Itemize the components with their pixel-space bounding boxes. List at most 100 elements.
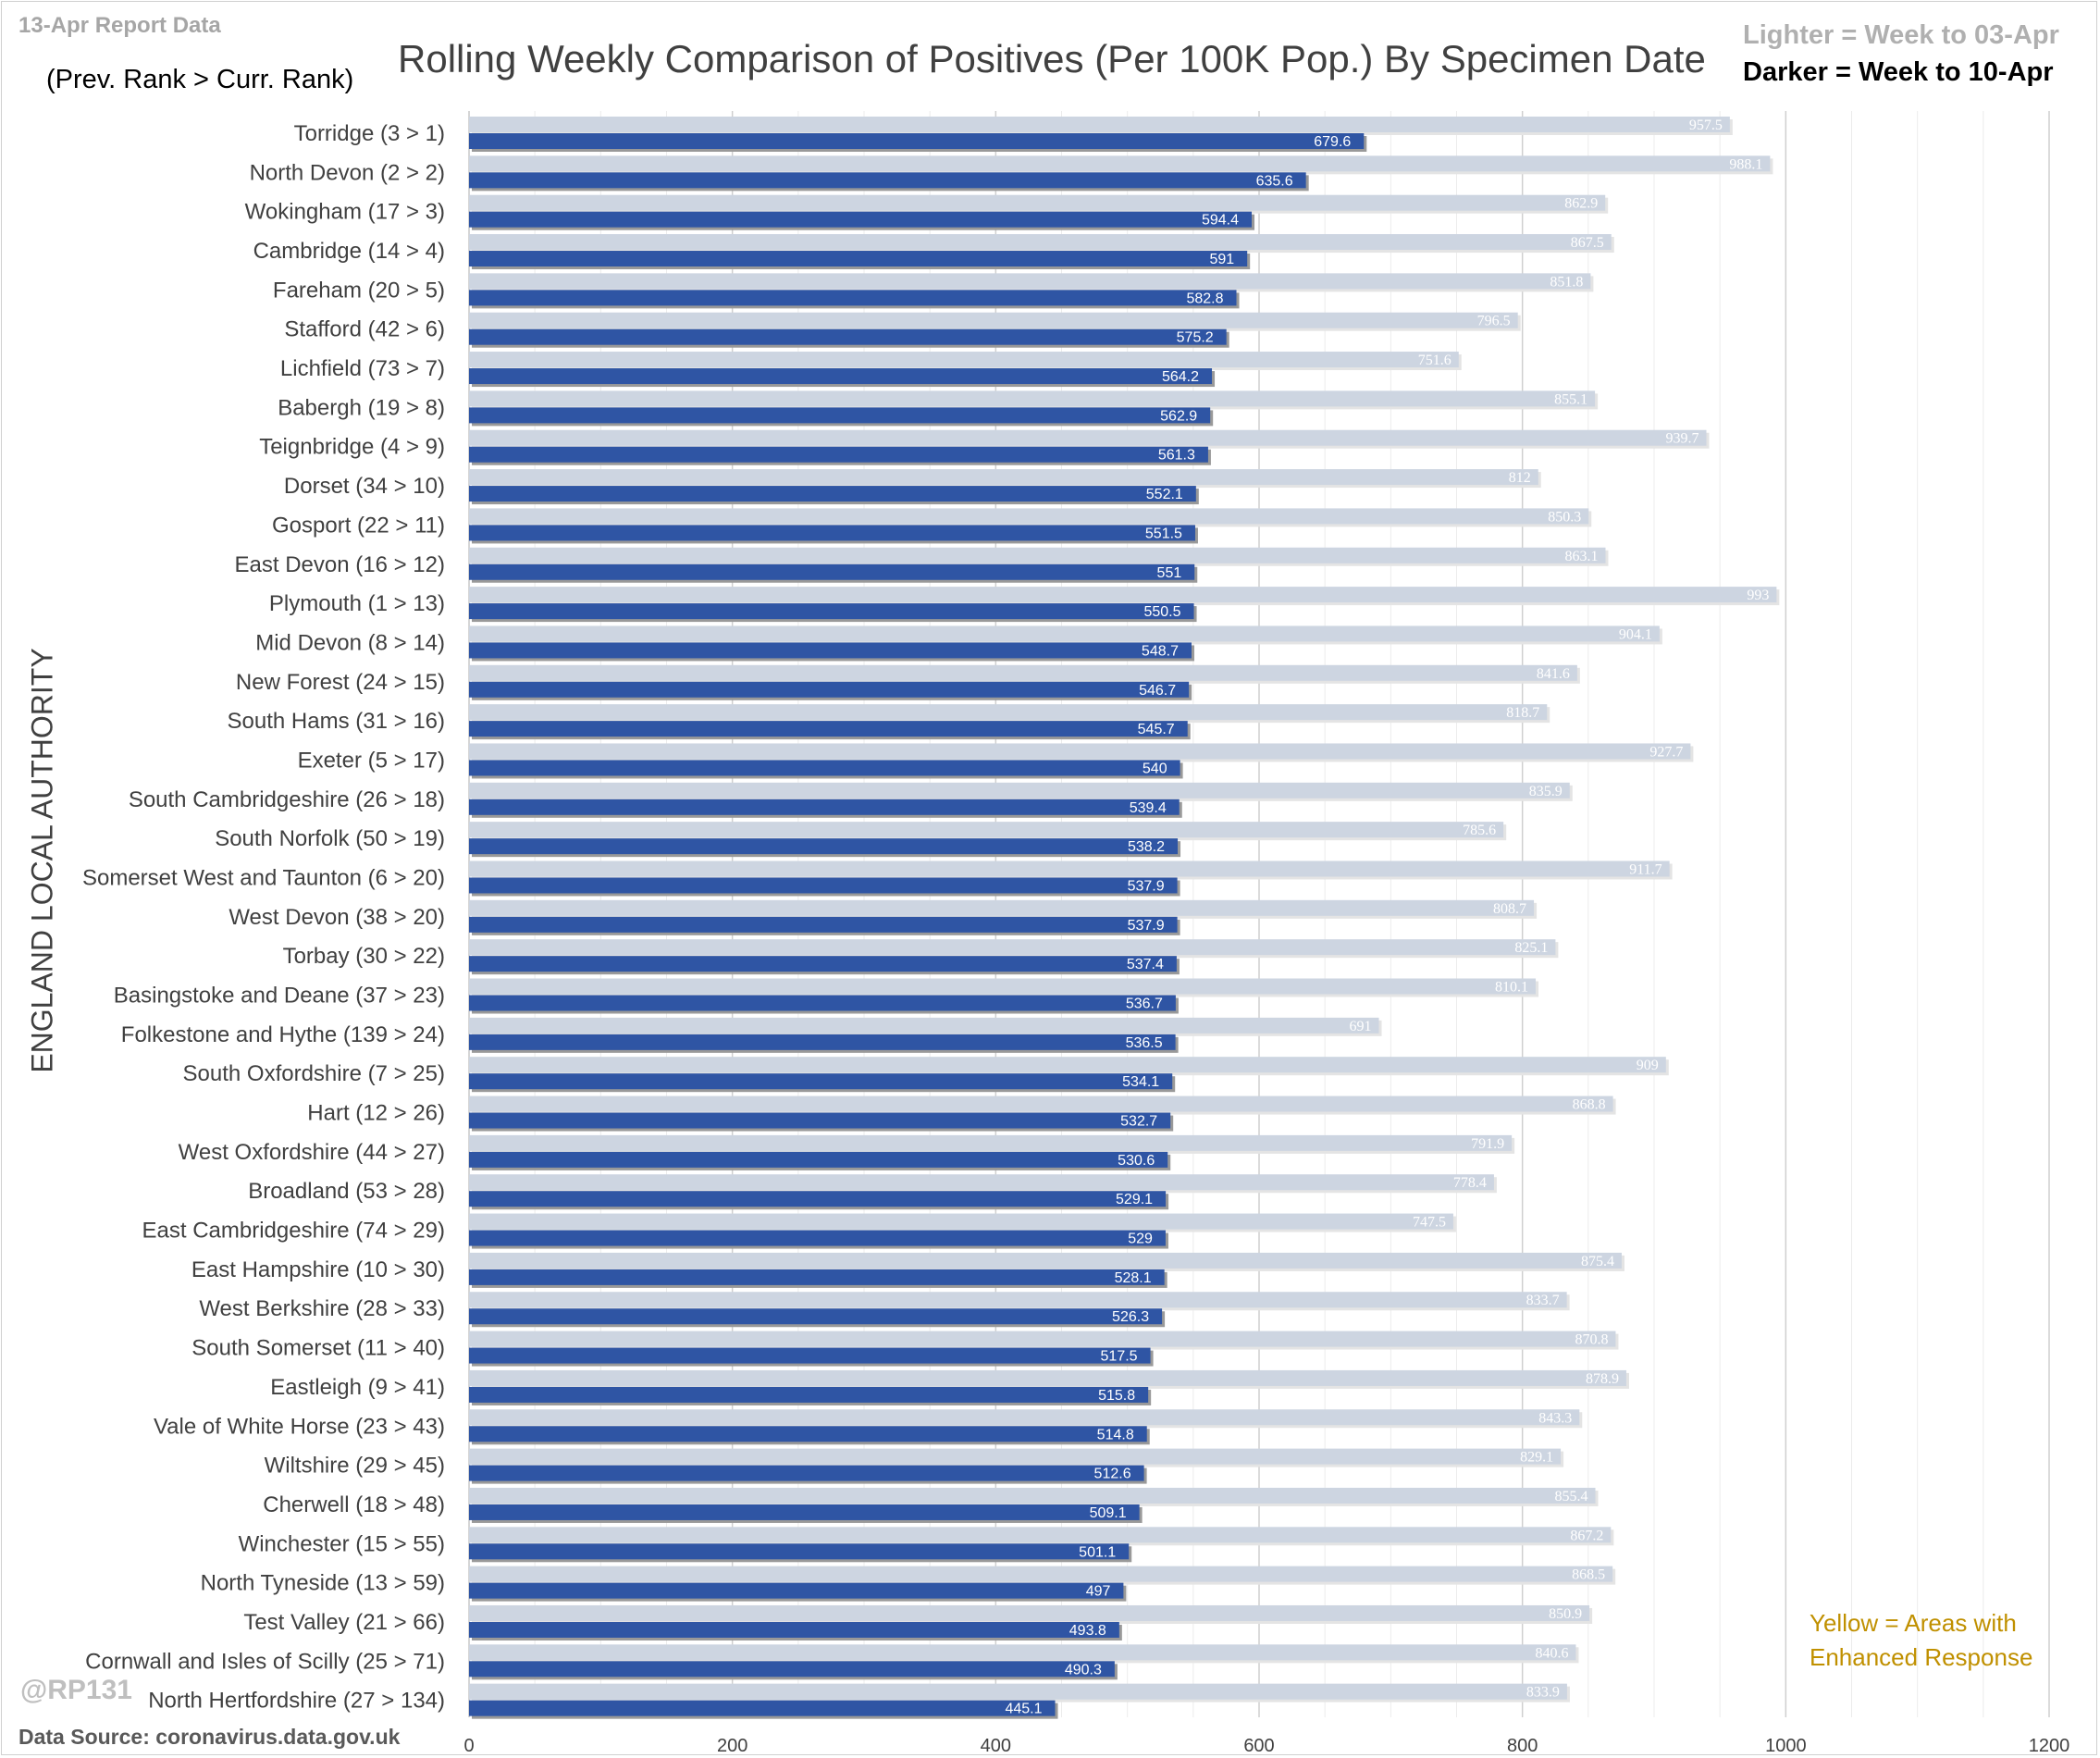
data-label-current-week: 551.5 xyxy=(1145,526,1182,541)
data-label-previous-week: 850.3 xyxy=(1548,509,1581,525)
x-tick-label: 1200 xyxy=(2029,1736,2070,1756)
bar-current-week xyxy=(469,1269,1165,1285)
data-label-previous-week: 751.6 xyxy=(1418,353,1451,368)
bar-previous-week xyxy=(469,429,1707,446)
bar-current-week xyxy=(469,642,1192,659)
data-label-current-week: 490.3 xyxy=(1065,1662,1102,1678)
bar-current-week xyxy=(469,563,1195,580)
bar-current-week xyxy=(469,1034,1176,1050)
data-label-previous-week: 939.7 xyxy=(1666,431,1699,447)
category-label: Wiltshire (29 > 45) xyxy=(265,1454,445,1479)
bar-previous-week xyxy=(469,704,1548,721)
bar-previous-week xyxy=(469,1527,1612,1543)
bar-current-week xyxy=(469,1621,1119,1638)
bar-previous-week xyxy=(469,390,1596,407)
data-label-current-week: 536.5 xyxy=(1126,1035,1163,1051)
data-label-previous-week: 850.9 xyxy=(1549,1606,1582,1622)
category-label: Plymouth (1 > 13) xyxy=(269,591,445,616)
bar-current-week xyxy=(469,1543,1130,1560)
category-label: Babergh (19 > 8) xyxy=(278,395,445,420)
data-label-current-week: 564.2 xyxy=(1162,369,1199,385)
category-label: New Forest (24 > 15) xyxy=(236,670,445,695)
category-label: South Norfolk (50 > 19) xyxy=(215,826,445,851)
bar-previous-week xyxy=(469,273,1591,290)
bar-current-week xyxy=(469,721,1188,737)
bar-previous-week xyxy=(469,860,1670,877)
data-label-previous-week: 818.7 xyxy=(1506,705,1539,721)
data-label-previous-week: 909 xyxy=(1637,1058,1659,1073)
author-handle: @RP131 xyxy=(20,1675,132,1705)
bar-previous-week xyxy=(469,1644,1576,1661)
category-label: Gosport (22 > 11) xyxy=(272,513,445,538)
bar-current-week xyxy=(469,1230,1166,1246)
data-label-previous-week: 796.5 xyxy=(1477,314,1511,329)
bar-current-week xyxy=(469,446,1208,463)
bar-current-week xyxy=(469,133,1365,149)
data-label-current-week: 582.8 xyxy=(1186,291,1223,306)
bar-previous-week xyxy=(469,1369,1626,1386)
data-label-current-week: 517.5 xyxy=(1101,1349,1138,1365)
bar-previous-week xyxy=(469,194,1606,211)
category-label: Cherwell (18 > 48) xyxy=(263,1492,445,1517)
bar-current-week xyxy=(469,1661,1115,1678)
bar-previous-week xyxy=(469,782,1570,799)
category-label: Exeter (5 > 17) xyxy=(298,748,445,773)
category-label: East Devon (16 > 12) xyxy=(235,552,445,577)
data-label-current-week: 550.5 xyxy=(1143,604,1180,620)
data-label-current-week: 515.8 xyxy=(1098,1388,1135,1404)
category-label: Dorset (34 > 10) xyxy=(284,474,445,499)
category-label: Test Valley (21 > 66) xyxy=(243,1610,445,1635)
x-tick-label: 800 xyxy=(1507,1736,1538,1756)
bar-current-week xyxy=(469,251,1248,267)
data-label-current-week: 591 xyxy=(1209,252,1234,267)
bar-previous-week xyxy=(469,1134,1513,1151)
bar-previous-week xyxy=(469,1292,1567,1308)
bar-previous-week xyxy=(469,117,1730,132)
data-label-current-week: 539.4 xyxy=(1130,800,1167,816)
bar-previous-week xyxy=(469,508,1589,525)
bar-previous-week xyxy=(469,743,1691,760)
category-label: Cornwall and Isles of Scilly (25 > 71) xyxy=(85,1649,445,1674)
bar-previous-week xyxy=(469,1213,1453,1230)
data-label-previous-week: 833.7 xyxy=(1526,1293,1560,1308)
data-label-current-week: 445.1 xyxy=(1005,1702,1042,1717)
data-label-current-week: 512.6 xyxy=(1094,1467,1131,1482)
category-label: West Devon (38 > 20) xyxy=(229,905,445,930)
category-label: Torridge (3 > 1) xyxy=(294,121,445,146)
bar-previous-week xyxy=(469,899,1535,916)
bar-current-week xyxy=(469,760,1180,776)
bar-current-week xyxy=(469,877,1178,894)
bar-current-week xyxy=(469,995,1176,1011)
data-label-current-week: 540 xyxy=(1143,761,1167,776)
bar-previous-week xyxy=(469,822,1504,838)
data-label-current-week: 514.8 xyxy=(1097,1427,1134,1442)
data-label-previous-week: 927.7 xyxy=(1649,744,1683,760)
category-label: East Cambridgeshire (74 > 29) xyxy=(142,1219,446,1244)
data-label-current-week: 538.2 xyxy=(1128,839,1165,855)
bar-current-week xyxy=(469,1191,1167,1207)
bar-previous-week xyxy=(469,547,1606,563)
x-tick-label: 1000 xyxy=(1765,1736,1807,1756)
category-label: North Tyneside (13 > 59) xyxy=(201,1571,445,1596)
data-label-previous-week: 833.9 xyxy=(1526,1685,1560,1701)
bar-previous-week xyxy=(469,1683,1567,1700)
bar-current-week xyxy=(469,799,1180,815)
data-label-current-week: 537.4 xyxy=(1127,957,1164,972)
bar-current-week xyxy=(469,1112,1171,1129)
category-label: South Cambridgeshire (26 > 18) xyxy=(129,787,445,812)
bar-previous-week xyxy=(469,1487,1596,1504)
bar-current-week xyxy=(469,368,1213,385)
bar-current-week xyxy=(469,486,1196,502)
bar-current-week xyxy=(469,290,1237,306)
data-label-previous-week: 863.1 xyxy=(1564,549,1598,564)
data-label-previous-week: 878.9 xyxy=(1586,1371,1619,1387)
data-label-current-week: 532.7 xyxy=(1120,1114,1157,1130)
data-label-previous-week: 691 xyxy=(1350,1019,1372,1034)
data-label-previous-week: 867.2 xyxy=(1570,1528,1603,1543)
data-label-current-week: 635.6 xyxy=(1256,173,1293,189)
data-label-current-week: 537.9 xyxy=(1128,918,1165,934)
report-label: 13-Apr Report Data xyxy=(19,13,221,38)
category-label: Hart (12 > 26) xyxy=(307,1101,445,1126)
data-label-previous-week: 778.4 xyxy=(1453,1175,1487,1191)
